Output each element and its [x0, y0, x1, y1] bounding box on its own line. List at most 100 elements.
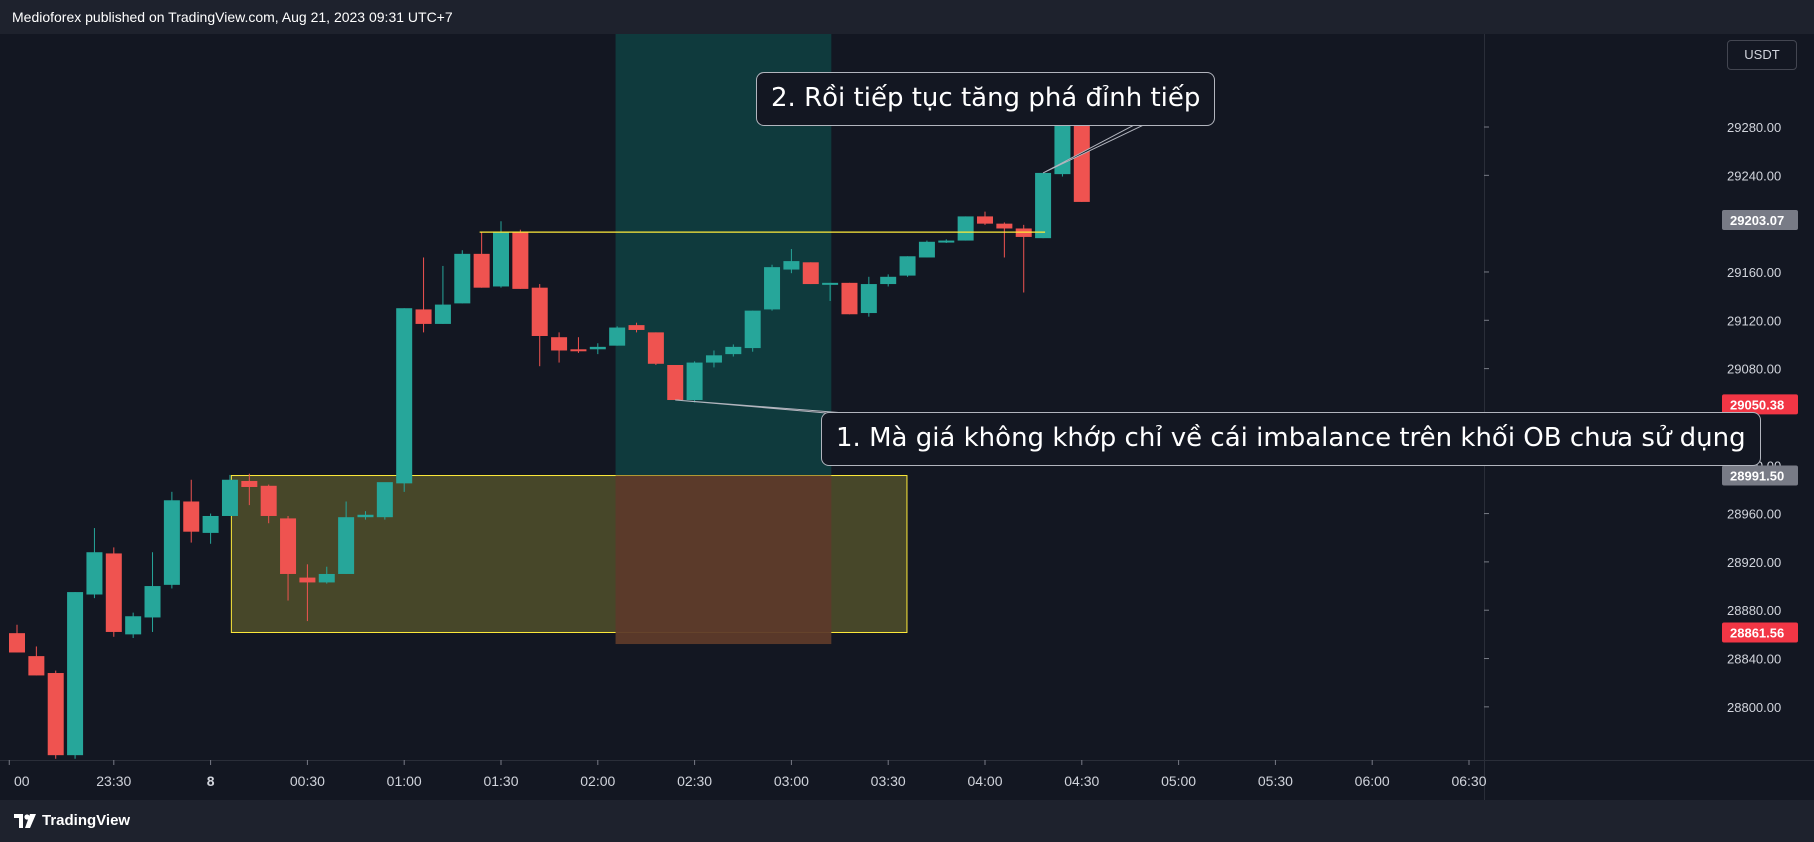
candle[interactable] — [241, 473, 258, 506]
candle-body[interactable] — [338, 517, 355, 574]
candle[interactable] — [338, 501, 355, 574]
candle[interactable] — [144, 552, 161, 632]
candle[interactable] — [86, 528, 103, 599]
candle-body[interactable] — [589, 346, 606, 350]
candle-body[interactable] — [551, 337, 568, 351]
candle[interactable] — [28, 646, 45, 676]
candle[interactable] — [860, 276, 877, 317]
candle[interactable] — [802, 262, 819, 285]
candle-body[interactable] — [1073, 124, 1090, 202]
candle-body[interactable] — [493, 232, 509, 287]
candle[interactable] — [899, 256, 916, 277]
candle[interactable] — [9, 624, 25, 653]
candle[interactable] — [957, 216, 974, 241]
candle-body[interactable] — [512, 232, 529, 289]
candle[interactable] — [105, 547, 122, 637]
candle-body[interactable] — [434, 304, 451, 324]
price-label-badge[interactable]: 28861.56 — [1722, 622, 1798, 643]
candle-body[interactable] — [744, 310, 761, 349]
tradingview-logo-icon[interactable] — [14, 812, 38, 830]
candle-body[interactable] — [299, 577, 316, 583]
candle[interactable] — [512, 229, 529, 289]
candle-body[interactable] — [9, 633, 25, 653]
candle-body[interactable] — [531, 287, 548, 336]
candle-body[interactable] — [822, 282, 839, 285]
candle-body[interactable] — [28, 656, 45, 676]
candle-body[interactable] — [396, 308, 413, 484]
candle[interactable] — [551, 332, 568, 363]
candle-body[interactable] — [802, 262, 819, 285]
candle[interactable] — [628, 322, 645, 333]
candle-body[interactable] — [647, 332, 664, 364]
candle[interactable] — [764, 264, 781, 311]
candle[interactable] — [318, 566, 335, 584]
candle-body[interactable] — [725, 346, 742, 355]
candle[interactable] — [996, 222, 1013, 258]
candle-body[interactable] — [1035, 172, 1052, 239]
candle[interactable] — [1073, 124, 1090, 202]
callout-break-high[interactable]: 2. Rồi tiếp tục tăng phá đỉnh tiếp — [756, 72, 1216, 126]
candle[interactable] — [744, 310, 761, 352]
candle-body[interactable] — [105, 553, 122, 632]
candle-body[interactable] — [183, 501, 200, 532]
candle[interactable] — [376, 482, 393, 520]
candle[interactable] — [918, 240, 935, 258]
candle[interactable] — [841, 282, 858, 315]
candle[interactable] — [473, 232, 490, 288]
price-axis[interactable]: 29280.00 29240.00 29160.00 29120.00 29080.00… — [1484, 34, 1798, 800]
candle-body[interactable] — [163, 500, 180, 585]
candle-body[interactable] — [318, 573, 335, 583]
candle[interactable] — [434, 265, 451, 324]
candle-body[interactable] — [144, 586, 161, 618]
candle-body[interactable] — [415, 309, 432, 324]
candle[interactable] — [47, 670, 64, 759]
candle[interactable] — [667, 364, 684, 401]
candle[interactable] — [938, 239, 955, 243]
candle-body[interactable] — [686, 362, 703, 401]
candle-body[interactable] — [957, 216, 974, 241]
candle-body[interactable] — [47, 673, 64, 756]
candle-body[interactable] — [570, 349, 587, 352]
candle[interactable] — [396, 308, 413, 492]
time-axis[interactable]: 00 23:30 8 00:30 01:00 01:30 02:00 02:30 03:00 03… — [0, 760, 1814, 789]
callout-imbalance[interactable]: 1. Mà giá không khớp chỉ về cái imbalanc… — [821, 412, 1761, 466]
candle-body[interactable] — [260, 485, 277, 516]
candle-body[interactable] — [280, 518, 297, 574]
candle[interactable] — [183, 479, 200, 543]
candle-body[interactable] — [860, 284, 877, 314]
candle-body[interactable] — [473, 253, 490, 288]
candle[interactable] — [125, 612, 142, 638]
candle-body[interactable] — [67, 592, 84, 756]
candle[interactable] — [647, 332, 664, 365]
candle-body[interactable] — [764, 267, 781, 310]
candle-body[interactable] — [783, 261, 800, 270]
candle[interactable] — [880, 274, 897, 287]
candle[interactable] — [570, 337, 587, 353]
candle-body[interactable] — [357, 514, 374, 518]
price-label-badge[interactable]: 29050.38 — [1722, 394, 1798, 415]
candle[interactable] — [822, 282, 839, 301]
candle[interactable] — [357, 511, 374, 520]
candle[interactable] — [415, 257, 432, 333]
candle[interactable] — [1054, 124, 1071, 177]
candle[interactable] — [1035, 172, 1052, 239]
candle[interactable] — [67, 592, 84, 759]
candle-body[interactable] — [667, 364, 684, 401]
candle[interactable] — [705, 350, 722, 368]
candle-body[interactable] — [918, 241, 935, 258]
candle[interactable] — [202, 513, 219, 544]
candle[interactable] — [221, 474, 238, 516]
candle[interactable] — [299, 564, 316, 622]
candle-body[interactable] — [880, 276, 897, 285]
candle-body[interactable] — [86, 552, 103, 595]
candle[interactable] — [783, 249, 800, 274]
candle-body[interactable] — [202, 515, 219, 533]
candle[interactable] — [589, 343, 606, 355]
candle-body[interactable] — [996, 223, 1013, 229]
candle-body[interactable] — [705, 355, 722, 363]
candle[interactable] — [260, 484, 277, 524]
candle[interactable] — [163, 491, 180, 589]
candle[interactable] — [725, 344, 742, 357]
candle-body[interactable] — [241, 480, 258, 487]
candle-body[interactable] — [376, 482, 393, 518]
